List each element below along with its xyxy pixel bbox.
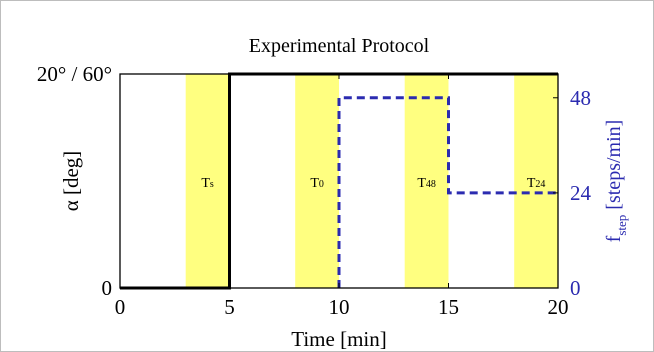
y-left-tick-label-0: 0 [102,276,113,300]
y-right-tick-label-1: 24 [570,181,592,205]
x-axis-label: Time [min] [291,327,386,351]
shaded-periods: Ts T0 T48 T24 [185,74,558,288]
shaded-period-3 [514,74,558,288]
chart-title: Experimental Protocol [249,35,430,57]
period-label-3: T24 [527,176,546,191]
period-label-2: T48 [417,176,436,191]
x-tick-label-0: 0 [115,295,126,319]
x-tick-label-4: 20 [548,295,569,319]
period-label-1: T0 [310,176,324,191]
x-tick-label-1: 5 [224,295,235,319]
period-label-0: Ts [201,176,214,191]
y-right-tick-label-0: 0 [570,276,581,300]
x-tick-label-3: 15 [438,295,459,319]
shaded-period-1 [295,74,339,288]
x-tick-label-2: 10 [329,295,350,319]
shaded-period-2 [404,74,449,288]
y-right-axis-label: fstep [steps/min] [603,120,629,243]
y-left-tick-label-1: 20° / 60° [37,62,112,86]
y-left-axis-label: α [deg] [59,151,83,212]
axis-ticks [119,73,559,289]
step-frequency-line [337,96,558,288]
y-right-tick-label-2: 48 [570,86,591,110]
shaded-period-0 [185,74,230,288]
